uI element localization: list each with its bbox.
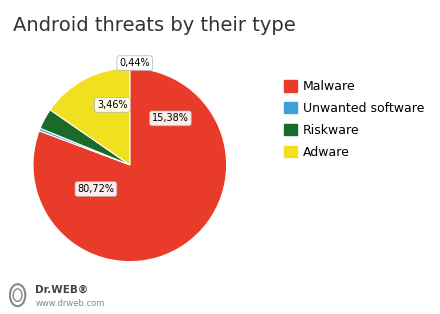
Wedge shape xyxy=(39,128,130,165)
Text: Dr.WEB®: Dr.WEB® xyxy=(35,285,88,295)
Text: 0,44%: 0,44% xyxy=(119,58,150,68)
Text: 15,38%: 15,38% xyxy=(152,113,189,123)
Wedge shape xyxy=(50,68,130,165)
Text: 80,72%: 80,72% xyxy=(77,184,114,194)
Text: Android threats by their type: Android threats by their type xyxy=(13,16,296,35)
Wedge shape xyxy=(33,68,227,262)
Legend: Malware, Unwanted software, Riskware, Adware: Malware, Unwanted software, Riskware, Ad… xyxy=(279,75,429,164)
Text: www.drweb.com: www.drweb.com xyxy=(35,299,105,308)
Text: 3,46%: 3,46% xyxy=(97,100,128,110)
Wedge shape xyxy=(40,110,130,165)
